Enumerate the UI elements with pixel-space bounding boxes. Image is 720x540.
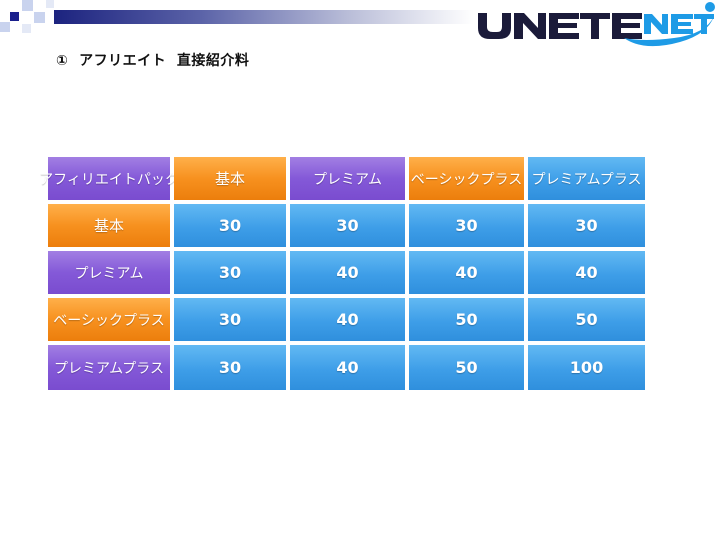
table-cell: 30 (528, 204, 645, 247)
row-header-premium-plus: プレミアムプラス (48, 345, 170, 390)
table-cell: 30 (174, 345, 286, 390)
table-cell: 40 (290, 298, 405, 341)
decor-square (0, 22, 10, 32)
table-cell: 40 (409, 251, 524, 294)
table-cell: 30 (409, 204, 524, 247)
table-cell: 40 (290, 345, 405, 390)
row-header-basic: 基本 (48, 204, 170, 247)
decor-square (34, 12, 45, 23)
row-header-basic-plus: ベーシックプラス (48, 298, 170, 341)
table-cell: 30 (174, 298, 286, 341)
column-header-basic: 基本 (174, 157, 286, 200)
column-header-basic-plus: ベーシックプラス (409, 157, 524, 200)
table-cell: 100 (528, 345, 645, 390)
column-header-premium-plus: プレミアムプラス (528, 157, 645, 200)
row-header-premium: プレミアム (48, 251, 170, 294)
table-cell: 50 (409, 298, 524, 341)
table-cell: 30 (290, 204, 405, 247)
table-cell: 30 (174, 251, 286, 294)
table-cell: 40 (290, 251, 405, 294)
table-cell: 50 (409, 345, 524, 390)
table-cell: 50 (528, 298, 645, 341)
header-gradient-bar (54, 10, 474, 24)
table-cell: 40 (528, 251, 645, 294)
unetenet-logo (478, 2, 715, 47)
column-header-premium: プレミアム (290, 157, 405, 200)
decor-square (22, 0, 33, 11)
decor-square (10, 12, 19, 21)
corner-header: アフィリエイトパック (39, 157, 179, 200)
decor-square (46, 0, 54, 8)
slide-title: ① アフリエイト 直接紹介料 (56, 53, 250, 69)
table-cell: 30 (174, 204, 286, 247)
decor-square (22, 24, 31, 33)
